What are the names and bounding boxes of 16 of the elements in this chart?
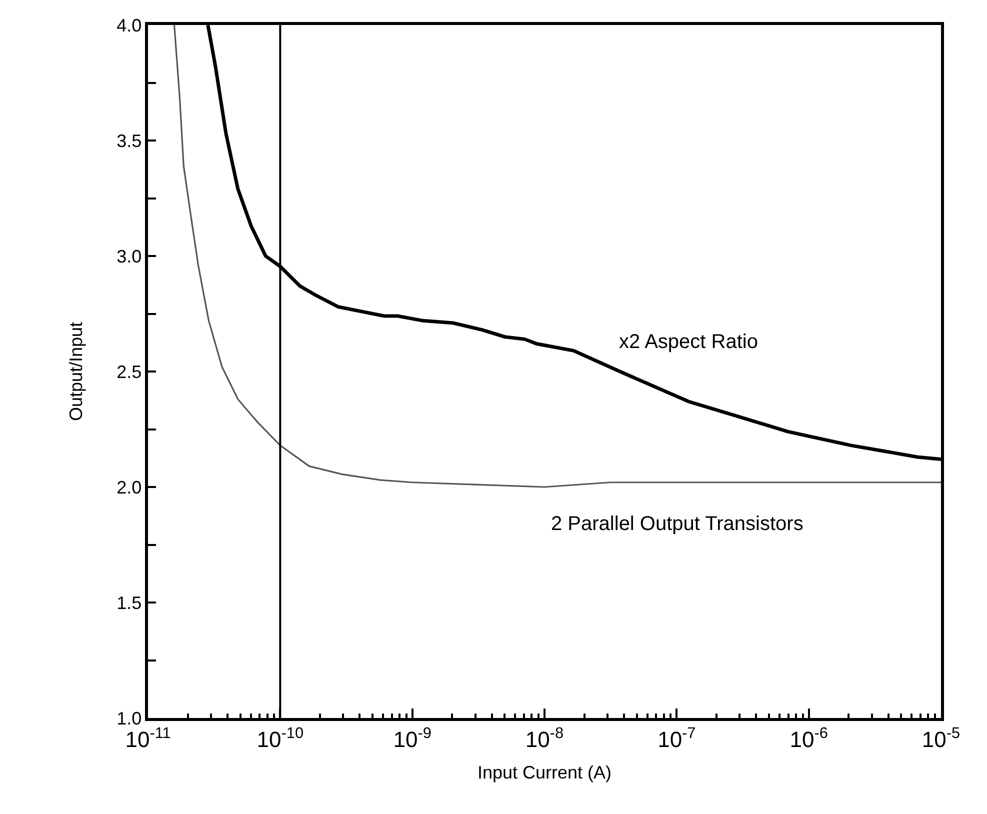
x-tick-label: 10$^{-10}$ [256, 724, 304, 752]
y-tick-label: 3.0 [116, 246, 142, 266]
y-tick-label: 2.0 [116, 477, 142, 498]
x-tick-label: 10$^{-5}$ [922, 724, 960, 752]
x-axis-title: Input Current (A) [477, 762, 612, 782]
y-tick-label: 1.5 [116, 592, 142, 613]
y-axis-title: Output/Input [66, 322, 86, 422]
y-tick-label: 4.0 [116, 15, 142, 36]
x-tick-label: 10$^{-6}$ [790, 724, 828, 752]
y-tick-label: 2.5 [116, 362, 142, 382]
y-tick-label: 3.5 [116, 130, 142, 151]
x-tick-label: 10$^{-8}$ [525, 724, 564, 752]
series-label: x2 Aspect Ratio [619, 331, 758, 353]
x-tick-label: 10$^{-7}$ [658, 724, 696, 752]
series-label: 2 Parallel Output Transistors [551, 513, 804, 535]
x-tick-label: 10$^{-9}$ [393, 724, 432, 752]
